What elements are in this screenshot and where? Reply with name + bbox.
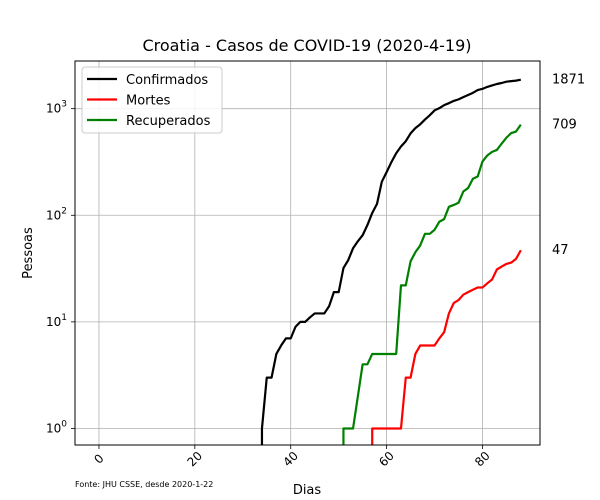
end-label-confirmados: 1871 — [552, 73, 585, 88]
source-note: Fonte: JHU CSSE, desde 2020-1-22 — [75, 480, 213, 489]
legend-label: Mortes — [126, 94, 171, 109]
legend-label: Recuperados — [126, 114, 211, 129]
y-tick-label: 102 — [46, 206, 67, 222]
end-label-mortes: 47 — [552, 243, 569, 258]
legend-label: Confirmados — [126, 73, 208, 88]
x-tick-label: 40 — [280, 449, 301, 470]
series-lines — [260, 78, 522, 445]
legend: Confirmados Mortes Recuperados — [81, 66, 223, 134]
x-tick-label: 0 — [91, 451, 106, 466]
y-axis-ticks: 100 101 102 103 — [46, 100, 75, 435]
x-tick-label: 60 — [376, 449, 397, 470]
end-label-recuperados: 709 — [552, 118, 577, 133]
legend-box — [81, 66, 223, 134]
y-axis-label: Pessoas — [21, 227, 36, 279]
series-line-recuperados — [342, 123, 522, 445]
plot-frame — [74, 60, 541, 446]
x-tick-label: 80 — [472, 449, 493, 470]
x-axis-ticks: 0 20 40 60 80 — [91, 445, 493, 469]
end-labels: 1871 47 709 — [552, 73, 585, 259]
y-tick-label: 101 — [46, 313, 67, 329]
x-axis-label: Dias — [293, 483, 322, 498]
series-line-mortes — [371, 249, 522, 445]
chart-title: Croatia - Casos de COVID-19 (2020-4-19) — [142, 36, 471, 55]
series-line-confirmados — [260, 78, 522, 445]
x-tick-label: 20 — [184, 449, 205, 470]
y-tick-label: 100 — [46, 419, 67, 435]
y-tick-label: 103 — [46, 100, 67, 116]
